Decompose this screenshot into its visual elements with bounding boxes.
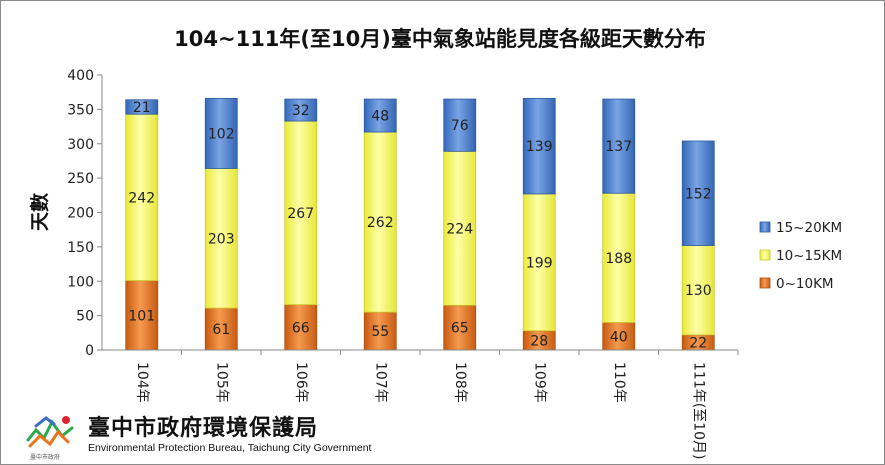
x-tick-label: 108年 bbox=[452, 362, 468, 403]
data-label: 139 bbox=[526, 139, 553, 155]
bar-segment bbox=[443, 98, 477, 152]
data-label: 199 bbox=[526, 255, 553, 271]
legend-swatch bbox=[759, 221, 771, 233]
legend-label: 15~20KM bbox=[776, 220, 842, 236]
legend-label: 10~15KM bbox=[776, 248, 842, 264]
bar-segment bbox=[204, 97, 238, 169]
bar-segment bbox=[284, 120, 318, 306]
legend-label: 0~10KM bbox=[776, 276, 834, 292]
bar-stack: 61 203 102 bbox=[204, 97, 238, 351]
data-label: 76 bbox=[451, 118, 469, 134]
bar-segment bbox=[284, 304, 318, 351]
data-label: 65 bbox=[451, 321, 469, 337]
bar-segment bbox=[125, 99, 159, 115]
bar-stack: 22 130 152 bbox=[681, 140, 715, 351]
bar-segment bbox=[125, 113, 159, 281]
x-tick-label: 105年 bbox=[213, 362, 229, 403]
logo-caption: 臺中市政府 bbox=[30, 454, 61, 461]
data-label: 262 bbox=[367, 215, 394, 231]
bar-segment bbox=[204, 168, 238, 309]
y-tick-label: 0 bbox=[85, 343, 94, 359]
x-tick-label: 107年 bbox=[372, 362, 388, 403]
bar-stack: 40 188 137 bbox=[602, 98, 636, 351]
bar-series-group: 101 242 21 61 203 102 66 267 32 55 262 48 65 224 76 28 1… bbox=[125, 97, 715, 351]
x-tick-label: 104年 bbox=[134, 362, 150, 403]
epb-logo-icon bbox=[26, 416, 74, 448]
data-label: 21 bbox=[133, 100, 151, 116]
legend-item: 10~15KM bbox=[759, 248, 842, 264]
data-label: 102 bbox=[208, 126, 235, 142]
organization-name: 臺中市政府環境保護局 bbox=[88, 416, 319, 441]
y-tick-label: 150 bbox=[67, 240, 94, 256]
data-label: 40 bbox=[610, 329, 628, 345]
bar-segment bbox=[681, 245, 715, 336]
bar-segment bbox=[681, 140, 715, 246]
bar-segment bbox=[443, 150, 477, 306]
data-label: 130 bbox=[685, 283, 712, 299]
y-axis: 0 50 100 150 200 250 300 350 400 bbox=[67, 68, 103, 359]
legend-item: 0~10KM bbox=[759, 276, 834, 292]
legend-item: 15~20KM bbox=[759, 220, 842, 236]
data-label: 61 bbox=[212, 322, 230, 338]
data-label: 101 bbox=[128, 308, 155, 324]
x-tick-label: 109年 bbox=[531, 362, 547, 403]
y-tick-label: 350 bbox=[67, 102, 94, 118]
bar-segment bbox=[363, 311, 397, 351]
legend-swatch bbox=[759, 277, 771, 289]
data-label: 242 bbox=[128, 190, 155, 206]
bar-segment bbox=[284, 98, 318, 122]
x-axis: 104年 105年 106年 107年 108年 109年 110年 111年(至10月) bbox=[102, 349, 739, 459]
y-tick-label: 250 bbox=[67, 171, 94, 187]
chart-title: 104~111年(至10月)臺中氣象站能見度各級距天數分布 bbox=[174, 27, 706, 51]
data-label: 32 bbox=[292, 103, 310, 119]
data-label: 48 bbox=[371, 109, 389, 125]
bar-stack: 66 267 32 bbox=[284, 98, 318, 351]
y-tick-label: 100 bbox=[67, 274, 94, 290]
bar-segment bbox=[363, 98, 397, 133]
bar-stack: 55 262 48 bbox=[363, 98, 397, 351]
bar-segment bbox=[125, 280, 159, 351]
bar-segment bbox=[602, 98, 636, 194]
bar-stack: 28 199 139 bbox=[522, 97, 556, 351]
data-label: 224 bbox=[446, 221, 473, 237]
data-label: 152 bbox=[685, 186, 712, 202]
data-label: 66 bbox=[292, 320, 310, 336]
data-label: 55 bbox=[371, 324, 389, 340]
x-tick-label: 106年 bbox=[293, 362, 309, 403]
data-label: 203 bbox=[208, 231, 235, 247]
y-tick-label: 400 bbox=[67, 68, 94, 84]
data-label: 188 bbox=[605, 251, 632, 267]
bar-stack: 101 242 21 bbox=[125, 99, 159, 351]
data-label: 137 bbox=[605, 139, 632, 155]
legend: 15~20KM 10~15KM 0~10KM bbox=[759, 220, 842, 292]
legend-swatch bbox=[759, 249, 771, 261]
data-label: 28 bbox=[530, 333, 548, 349]
bar-segment bbox=[443, 304, 477, 351]
bar-stack: 65 224 76 bbox=[443, 98, 477, 351]
organization-name-english: Environmental Protection Bureau, Taichun… bbox=[88, 442, 372, 454]
y-tick-label: 50 bbox=[76, 309, 94, 325]
bar-segment bbox=[522, 97, 556, 195]
data-label: 267 bbox=[287, 206, 314, 222]
x-tick-label: 110年 bbox=[611, 362, 627, 403]
bar-segment bbox=[602, 192, 636, 323]
bar-segment bbox=[363, 131, 397, 313]
y-tick-label: 300 bbox=[67, 137, 94, 153]
data-label: 22 bbox=[689, 335, 707, 351]
x-tick-label: 111年(至10月) bbox=[690, 362, 706, 459]
y-axis-label: 天數 bbox=[29, 193, 51, 231]
y-tick-label: 200 bbox=[67, 206, 94, 222]
